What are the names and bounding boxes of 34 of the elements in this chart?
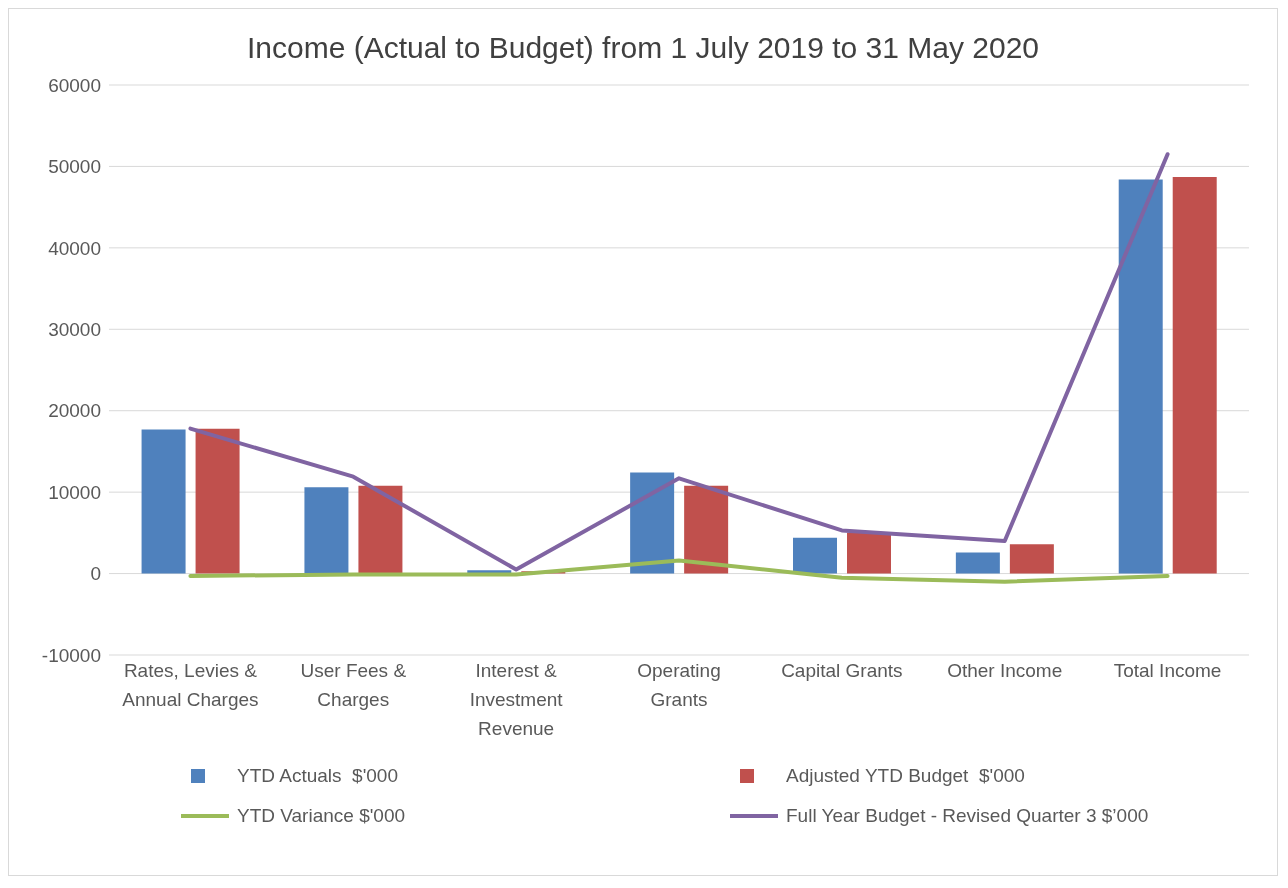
legend-label: YTD Actuals $'000: [237, 765, 398, 787]
y-tick-label: 10000: [48, 481, 101, 503]
y-tick-label: 30000: [48, 319, 101, 341]
line-series: [188, 152, 1170, 572]
y-tick-label: 60000: [48, 74, 101, 96]
x-tick-label: User Fees & Charges: [300, 660, 407, 710]
bar: [955, 552, 1000, 574]
bar: [630, 472, 675, 574]
bar: [141, 429, 186, 574]
x-tick-label: Capital Grants: [781, 660, 903, 681]
y-tick-label: 20000: [48, 400, 101, 422]
y-tick-label: 0: [90, 563, 101, 585]
y-tick-label: -10000: [41, 644, 101, 666]
x-tick-label: Operating Grants: [637, 660, 721, 710]
bar: [1118, 179, 1163, 574]
bar: [847, 532, 891, 574]
y-tick-label: 50000: [48, 156, 101, 178]
bar: [304, 487, 349, 574]
bar: [684, 485, 729, 574]
bar: [195, 428, 240, 574]
y-tick-label: 40000: [48, 237, 101, 259]
x-tick-label: Other Income: [947, 660, 1063, 681]
bar: [793, 537, 837, 574]
legend-label: Full Year Budget - Revised Quarter 3 $’000: [786, 805, 1149, 827]
x-tick-label: Rates, Levies & Annual Charges: [122, 660, 259, 710]
x-tick-label: Interest & Investment Revenue: [469, 660, 564, 739]
x-tick-label: Total Income: [1113, 660, 1222, 681]
bar: [1009, 544, 1054, 574]
line-series: [188, 558, 1170, 584]
chart-title: Income (Actual to Budget) from 1 July 2019 to 31 May 2020: [245, 31, 1041, 65]
bar: [1172, 177, 1217, 574]
bar: [358, 485, 403, 574]
legend-label: YTD Variance $'000: [237, 805, 406, 827]
legend-label: Adjusted YTD Budget $'000: [786, 765, 1025, 787]
